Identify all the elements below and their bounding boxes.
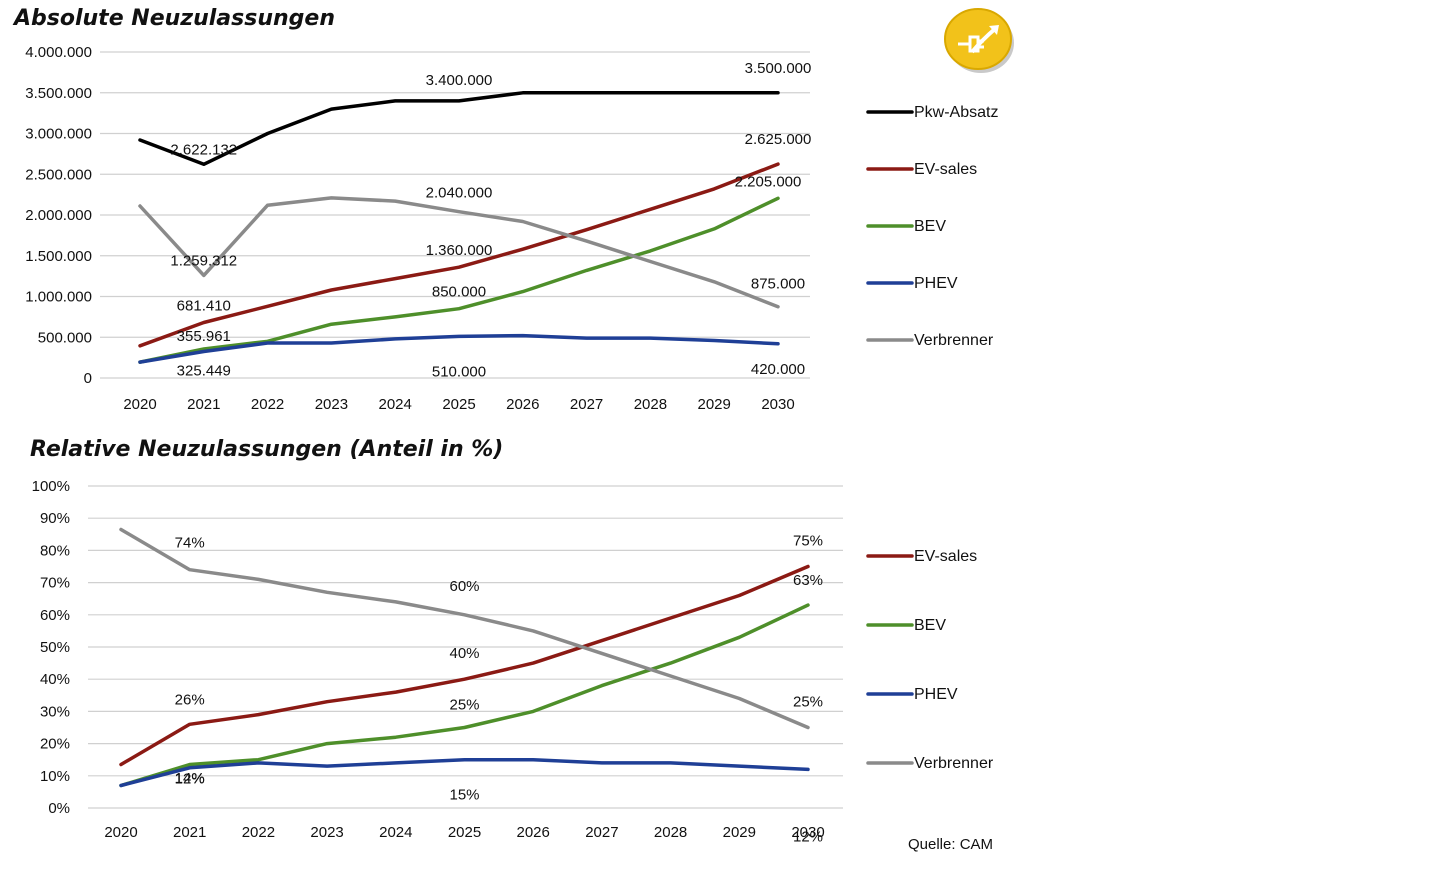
abs-x-tick-label: 2028 bbox=[634, 396, 667, 413]
abs-data-label: 1.259.312 bbox=[170, 252, 237, 269]
rel-y-tick-label: 20% bbox=[40, 736, 70, 753]
abs-data-label: 2.622.132 bbox=[170, 141, 237, 158]
rel-x-tick-label: 2028 bbox=[654, 824, 687, 841]
abs-x-tick-label: 2024 bbox=[379, 396, 412, 413]
abs-data-label: 875.000 bbox=[751, 276, 805, 293]
abs-legend-label-ev-sales: EV-sales bbox=[914, 161, 977, 178]
abs-data-label: 3.400.000 bbox=[426, 72, 493, 89]
abs-series-line-bev bbox=[138, 196, 780, 364]
plug-arrow-icon bbox=[944, 8, 1014, 73]
abs-series-line-ev-sales bbox=[138, 162, 780, 348]
rel-x-tick-label: 2021 bbox=[173, 824, 206, 841]
abs-y-tick-label: 2.000.000 bbox=[25, 207, 92, 224]
rel-x-tick-label: 2030 bbox=[791, 824, 824, 841]
rel-x-tick-label: 2026 bbox=[517, 824, 550, 841]
rel-y-tick-label: 100% bbox=[32, 478, 70, 495]
rel-data-label: 75% bbox=[793, 533, 823, 550]
rel-series-line-verbrenner bbox=[119, 527, 810, 730]
abs-y-tick-label: 2.500.000 bbox=[25, 166, 92, 183]
abs-series-line-phev bbox=[138, 333, 780, 364]
abs-x-tick-label: 2029 bbox=[698, 396, 731, 413]
source-label: Quelle: CAM bbox=[908, 836, 994, 853]
rel-legend-label-bev: BEV bbox=[914, 617, 946, 634]
rel-x-tick-label: 2025 bbox=[448, 824, 481, 841]
rel-y-tick-label: 30% bbox=[40, 703, 70, 720]
rel-data-label: 63% bbox=[793, 572, 823, 589]
abs-series-line-pkw-absatz bbox=[138, 91, 780, 167]
abs-x-tick-label: 2027 bbox=[570, 396, 603, 413]
abs-x-tick-label: 2026 bbox=[506, 396, 539, 413]
abs-y-tick-label: 500.000 bbox=[38, 329, 92, 346]
abs-data-label: 1.360.000 bbox=[426, 242, 493, 259]
rel-x-tick-label: 2029 bbox=[723, 824, 756, 841]
abs-data-label: 2.625.000 bbox=[745, 131, 812, 148]
abs-y-tick-label: 3.000.000 bbox=[25, 126, 92, 143]
abs-x-tick-label: 2025 bbox=[442, 396, 475, 413]
rel-data-label: 25% bbox=[793, 694, 823, 711]
abs-x-tick-label: 2030 bbox=[761, 396, 794, 413]
abs-y-tick-label: 4.000.000 bbox=[25, 44, 92, 61]
rel-y-tick-label: 10% bbox=[40, 768, 70, 785]
abs-y-tick-label: 1.000.000 bbox=[25, 289, 92, 306]
abs-data-label: 3.500.000 bbox=[745, 60, 812, 77]
abs-data-label: 355.961 bbox=[177, 328, 231, 345]
rel-y-tick-label: 0% bbox=[48, 800, 70, 817]
abs-y-tick-label: 3.500.000 bbox=[25, 85, 92, 102]
abs-x-tick-label: 2020 bbox=[123, 396, 156, 413]
rel-y-tick-label: 50% bbox=[40, 639, 70, 656]
rel-x-tick-label: 2023 bbox=[310, 824, 343, 841]
rel-data-label: 12% bbox=[793, 828, 823, 845]
abs-data-label: 2.205.000 bbox=[735, 173, 802, 190]
rel-legend-label-verbrenner: Verbrenner bbox=[914, 755, 994, 772]
rel-data-label: 12% bbox=[175, 770, 205, 787]
abs-legend-label-pkw-absatz: Pkw-Absatz bbox=[914, 104, 998, 121]
rel-x-tick-label: 2020 bbox=[104, 824, 137, 841]
rel-x-tick-label: 2027 bbox=[585, 824, 618, 841]
abs-data-label: 681.410 bbox=[177, 297, 231, 314]
rel-legend-label-phev: PHEV bbox=[914, 686, 958, 703]
abs-data-label: 420.000 bbox=[751, 361, 805, 378]
rel-series-line-phev bbox=[119, 757, 810, 788]
abs-legend-label-phev: PHEV bbox=[914, 275, 958, 292]
rel-series-line-bev bbox=[119, 603, 810, 788]
rel-data-label: 26% bbox=[175, 691, 205, 708]
rel-legend-label-ev-sales: EV-sales bbox=[914, 548, 977, 565]
chart-title-relative: Relative Neuzulassungen (Anteil in %) bbox=[30, 437, 504, 462]
rel-y-tick-label: 70% bbox=[40, 575, 70, 592]
rel-y-tick-label: 80% bbox=[40, 542, 70, 559]
chart-title-absolute: Absolute Neuzulassungen bbox=[14, 6, 335, 31]
abs-x-tick-label: 2022 bbox=[251, 396, 284, 413]
abs-legend-label-verbrenner: Verbrenner bbox=[914, 332, 994, 349]
rel-data-label: 60% bbox=[449, 578, 479, 595]
rel-data-label: 40% bbox=[449, 645, 479, 662]
abs-series-line-verbrenner bbox=[138, 196, 780, 309]
abs-data-label: 325.449 bbox=[177, 362, 231, 379]
rel-y-tick-label: 60% bbox=[40, 607, 70, 624]
rel-data-label: 14% bbox=[175, 770, 205, 787]
rel-y-tick-label: 40% bbox=[40, 671, 70, 688]
abs-data-label: 850.000 bbox=[432, 284, 486, 301]
rel-x-tick-label: 2024 bbox=[379, 824, 412, 841]
rel-series-line-ev-sales bbox=[119, 564, 810, 767]
rel-data-label: 74% bbox=[175, 535, 205, 552]
abs-y-tick-label: 0 bbox=[84, 370, 92, 387]
abs-x-tick-label: 2023 bbox=[315, 396, 348, 413]
rel-x-tick-label: 2022 bbox=[242, 824, 275, 841]
abs-x-tick-label: 2021 bbox=[187, 396, 220, 413]
rel-data-label: 25% bbox=[449, 697, 479, 714]
abs-legend-label-bev: BEV bbox=[914, 218, 946, 235]
rel-data-label: 15% bbox=[449, 787, 479, 804]
abs-data-label: 510.000 bbox=[432, 363, 486, 380]
abs-data-label: 2.040.000 bbox=[426, 185, 493, 202]
abs-y-tick-label: 1.500.000 bbox=[25, 248, 92, 265]
rel-y-tick-label: 90% bbox=[40, 510, 70, 527]
